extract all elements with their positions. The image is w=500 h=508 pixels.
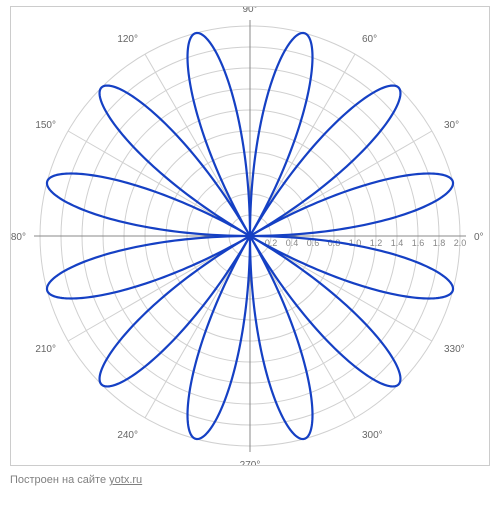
- angle-label: 330°: [444, 344, 465, 355]
- radial-tick-label: 0.4: [286, 238, 299, 248]
- radial-tick-label: 1.4: [391, 238, 404, 248]
- angle-label: 270°: [240, 460, 261, 465]
- angle-label: 150°: [35, 120, 56, 131]
- footer-credit: Построен на сайте yotx.ru: [10, 474, 490, 486]
- angle-label: 240°: [117, 430, 138, 441]
- angle-label: 120°: [117, 34, 138, 45]
- radial-tick-label: 1.6: [412, 238, 425, 248]
- angle-label: 180°: [11, 232, 26, 243]
- angle-label: 90°: [242, 7, 257, 15]
- radial-tick-label: 1.2: [370, 238, 383, 248]
- radial-tick-label: 1.8: [433, 238, 446, 248]
- radial-tick-label: 2.0: [454, 238, 467, 248]
- angle-label: 300°: [362, 430, 383, 441]
- angle-label: 60°: [362, 34, 377, 45]
- angle-label: 30°: [444, 120, 459, 131]
- angle-label: 210°: [35, 344, 56, 355]
- polar-rose-chart: 0.20.40.60.81.01.21.41.61.82.00°30°60°90…: [11, 7, 489, 465]
- chart-panel: 0.20.40.60.81.01.21.41.61.82.00°30°60°90…: [10, 6, 490, 466]
- footer-link[interactable]: yotx.ru: [109, 474, 142, 486]
- angle-label: 0°: [474, 232, 484, 243]
- footer-prefix: Построен на сайте: [10, 474, 109, 486]
